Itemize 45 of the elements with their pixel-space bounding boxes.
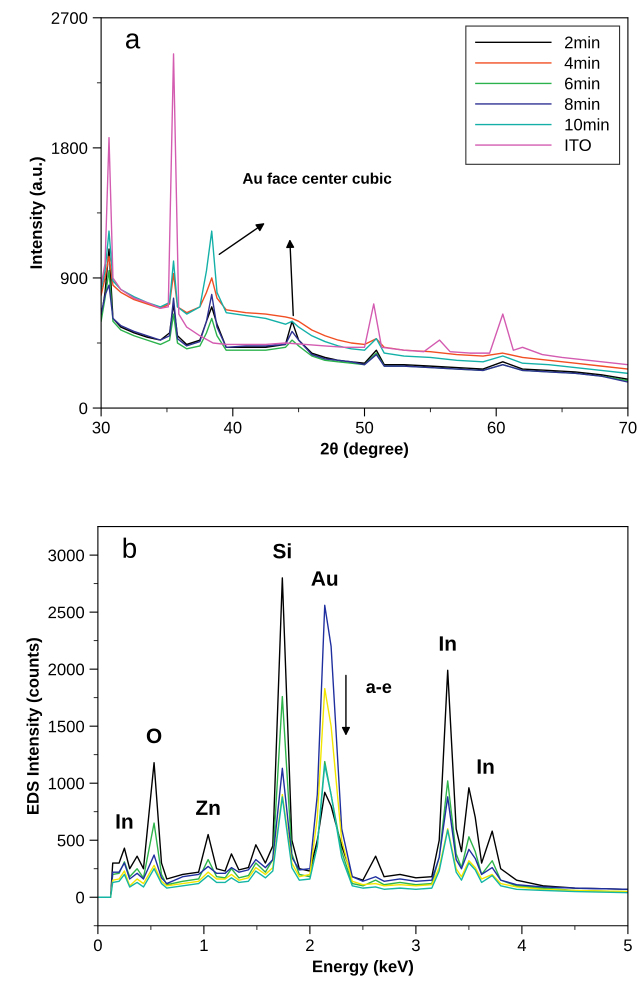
annotation: O bbox=[146, 728, 162, 744]
x-tick-label: 70 bbox=[619, 422, 637, 434]
legend-label: 2min bbox=[565, 36, 600, 48]
x-tick-label: 3 bbox=[412, 939, 420, 952]
annotation: Au bbox=[311, 571, 338, 586]
legend-label: 4min bbox=[564, 56, 600, 69]
y-tick-label: 1500 bbox=[48, 720, 84, 732]
annotation: Zn bbox=[196, 800, 220, 815]
legend-label: 6min bbox=[565, 77, 600, 90]
annotation: Au face center cubic bbox=[242, 172, 392, 184]
x-tick-label: 60 bbox=[488, 422, 505, 434]
annotation: Si bbox=[273, 543, 291, 559]
legend-label: 10min bbox=[565, 118, 608, 131]
y-tick-label: 0 bbox=[76, 892, 84, 904]
line-series bbox=[101, 53, 628, 366]
x-tick-label: 5 bbox=[624, 940, 632, 952]
x-tick-label: 4 bbox=[518, 940, 526, 952]
y-tick-label: 2000 bbox=[48, 664, 84, 676]
y-axis-title: Intensity (a.u.) bbox=[30, 157, 46, 268]
x-axis-title: Energy (keV) bbox=[313, 960, 414, 976]
x-tick-label: 0 bbox=[94, 939, 102, 952]
annotation: a bbox=[126, 33, 140, 49]
x-tick-label: 1 bbox=[200, 940, 208, 952]
y-tick-label: 2700 bbox=[52, 12, 88, 24]
y-tick-label: 0 bbox=[79, 402, 88, 414]
legend-label: 8min bbox=[564, 98, 600, 110]
legend-label: ITO bbox=[566, 139, 591, 152]
x-tick-label: 2 bbox=[306, 939, 314, 952]
annotation: In bbox=[116, 814, 132, 829]
annotation: In bbox=[478, 759, 494, 774]
x-tick-label: 50 bbox=[356, 422, 374, 434]
y-tick-label: 2500 bbox=[48, 606, 84, 618]
x-tick-label: 30 bbox=[92, 422, 110, 434]
annotation: b bbox=[124, 538, 136, 558]
annotation: a-e bbox=[366, 683, 392, 694]
x-tick-label: 40 bbox=[224, 422, 242, 434]
y-tick-label: 900 bbox=[60, 272, 88, 284]
annotation: In bbox=[440, 636, 456, 651]
y-tick-label: 1000 bbox=[48, 778, 84, 790]
line-series bbox=[101, 230, 628, 374]
y-tick-label: 500 bbox=[58, 834, 84, 846]
y-tick-label: 3000 bbox=[48, 550, 84, 562]
y-axis-title: EDS Intensity (counts) bbox=[26, 638, 42, 814]
y-tick-label: 1800 bbox=[52, 142, 88, 154]
x-axis-title: 2θ (degree) bbox=[320, 442, 408, 458]
